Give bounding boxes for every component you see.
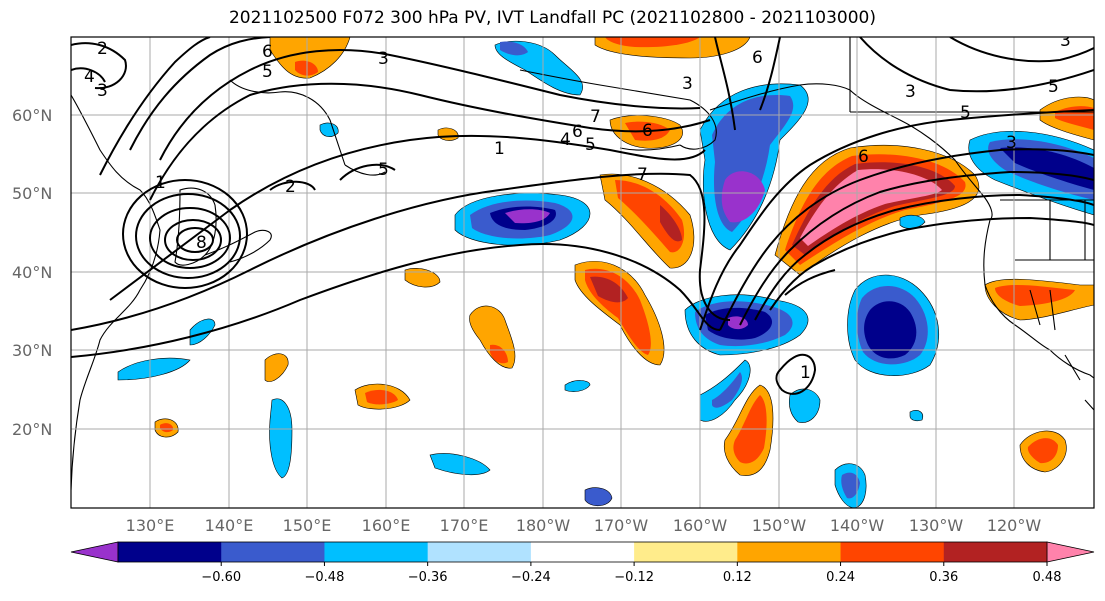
- lat-label: 60°N: [12, 106, 52, 125]
- colorbar-outline: [117, 541, 1048, 563]
- contour-label: 5: [378, 160, 389, 180]
- colorbar-cell: [427, 542, 532, 562]
- lat-label: 20°N: [12, 420, 52, 439]
- colorbar-extend-max: [1046, 541, 1095, 563]
- contour-label: 3: [378, 49, 389, 69]
- colorbar-cell: [118, 542, 222, 562]
- latitude-labels: 60°N 50°N 40°N 30°N 20°N: [12, 106, 52, 439]
- colorbar-cell: [530, 542, 635, 562]
- lon-label: 180°W: [516, 516, 571, 535]
- colorbar-tick-label: −0.12: [614, 570, 654, 585]
- contour-label: 6: [262, 42, 273, 62]
- lon-label: 130°W: [909, 516, 964, 535]
- colorbar-cell: [840, 542, 945, 562]
- colorbar-cell: [634, 542, 738, 562]
- colorbar-tick-label: −0.60: [201, 570, 241, 585]
- colorbar-cell: [221, 542, 325, 562]
- colorbar-tick-label: −0.36: [408, 570, 448, 585]
- lon-label: 120°W: [987, 516, 1042, 535]
- map-title: 2021102500 F072 300 hPa PV, IVT Landfall…: [228, 8, 876, 28]
- lon-label: 130°E: [126, 516, 175, 535]
- lat-label: 50°N: [12, 184, 52, 203]
- lon-label: 140°W: [830, 516, 885, 535]
- colorbar-cell: [324, 542, 429, 562]
- lat-label: 40°N: [12, 263, 52, 282]
- colorbar-tick-label: 0.24: [826, 570, 855, 585]
- colorbar-cell: [737, 542, 842, 562]
- colorbar-extend-min: [70, 541, 119, 563]
- contour-label: 3: [1060, 31, 1071, 51]
- lon-label: 170°W: [594, 516, 649, 535]
- contour-label: 5: [262, 62, 273, 82]
- contour-label: 3: [1006, 133, 1017, 153]
- lon-label: 170°E: [440, 516, 489, 535]
- contour-label: 6: [752, 48, 763, 68]
- contour-label: 7: [637, 165, 648, 185]
- colorbar-tick-label: 0.12: [723, 570, 752, 585]
- contour-label: 6: [642, 121, 653, 141]
- contour-label: 5: [1048, 77, 1059, 97]
- colorbar-cell: [943, 542, 1048, 562]
- contour-label: 6: [858, 147, 869, 167]
- contour-label: 1: [800, 363, 811, 383]
- contour-label: 5: [960, 103, 971, 123]
- contour-label: 4: [560, 130, 571, 150]
- contour-label: 8: [196, 233, 207, 253]
- contour-label: 2: [285, 177, 296, 197]
- lat-label: 30°N: [12, 341, 52, 360]
- map-panel: 2 6 5 3 4 3 1 2 5 1 4 5 6 7 6 3 5 6 3 5 …: [71, 31, 1094, 508]
- colorbar: −0.60 −0.48 −0.36 −0.24 −0.12 0.12 0.24 0.36 0.4…: [70, 541, 1095, 585]
- anomaly-shading: [117, 37, 1094, 508]
- contour-label: 1: [155, 173, 166, 193]
- contour-label: 2: [97, 39, 108, 59]
- contour-labels: 2 6 5 3 4 3 1 2 5 1 4 5 6 7 6 3 5 6 3 5 …: [84, 31, 1071, 383]
- lon-label: 160°W: [673, 516, 728, 535]
- colorbar-tick-label: −0.24: [511, 570, 551, 585]
- lon-label: 160°E: [362, 516, 411, 535]
- pv-contours: [71, 37, 1094, 395]
- contour-label: 5: [585, 135, 596, 155]
- contour-label: 3: [905, 82, 916, 102]
- lon-label: 150°W: [752, 516, 807, 535]
- colorbar-tick-label: 0.36: [929, 570, 958, 585]
- contour-label: 6: [572, 122, 583, 142]
- colorbar-tick-label: 0.48: [1033, 570, 1062, 585]
- contour-label: 4: [84, 67, 95, 87]
- lon-label: 140°E: [205, 516, 254, 535]
- map-frame: [70, 36, 1095, 509]
- contour-label: 3: [682, 74, 693, 94]
- longitude-labels: 130°E 140°E 150°E 160°E 170°E 180°W 170°…: [126, 516, 1042, 535]
- gridlines: [71, 37, 1094, 508]
- contour-label: 3: [97, 81, 108, 101]
- contour-label: 1: [494, 139, 505, 159]
- contour-label: 7: [590, 107, 601, 127]
- lon-label: 150°E: [283, 516, 332, 535]
- colorbar-tick-label: −0.48: [305, 570, 345, 585]
